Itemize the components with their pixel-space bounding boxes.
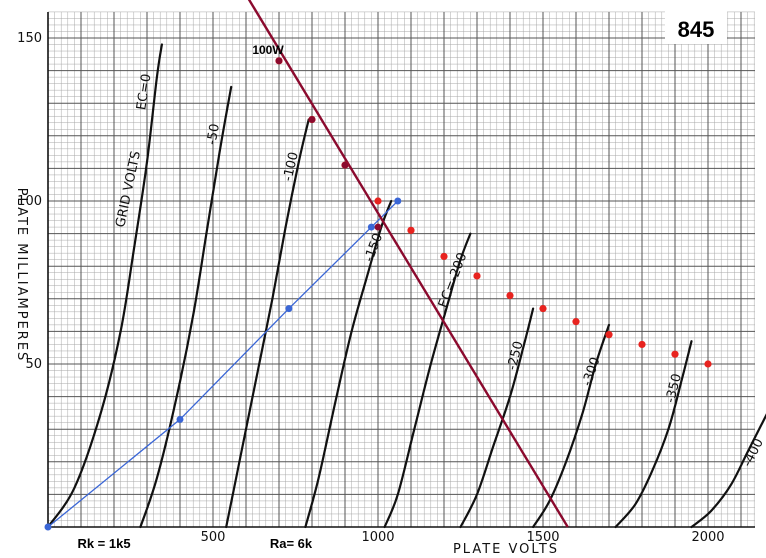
dissipation-point xyxy=(638,340,646,349)
grid-minor xyxy=(48,11,755,527)
load-line-point xyxy=(374,223,382,231)
curve-label: -350 xyxy=(663,372,685,404)
bias-line-label: Rk = 1k5 xyxy=(77,536,130,551)
bias-line-point xyxy=(44,523,52,531)
axes xyxy=(47,12,755,528)
dissipation-point xyxy=(473,272,481,280)
x-tick-label: 500 xyxy=(201,530,226,545)
curve-ec-200 xyxy=(383,232,472,529)
dissipation-point xyxy=(539,304,547,313)
curve-250 xyxy=(459,307,535,529)
load-line-label: Ra= 6k xyxy=(270,536,313,551)
dissipation-point xyxy=(407,226,415,234)
curve-100 xyxy=(225,118,310,529)
load-line-point xyxy=(275,57,283,65)
curve-50 xyxy=(139,85,233,529)
tick-labels: 500 1000 1500 2000 50 100 150 xyxy=(17,31,724,545)
curve-400 xyxy=(690,413,766,529)
y-axis-title: PLATE MILLIAMPERES xyxy=(14,188,29,363)
load-line-point xyxy=(308,116,316,123)
dissipation-label: 100W xyxy=(252,43,284,57)
bias-line-point xyxy=(176,415,184,423)
bias-line-point xyxy=(367,223,375,231)
x-tick-label: 2000 xyxy=(691,530,724,545)
curve-label: -100 xyxy=(281,151,302,183)
overlay-lines xyxy=(44,0,712,531)
curve-350 xyxy=(614,340,693,529)
dissipation-point xyxy=(572,318,580,326)
dissipation-point xyxy=(440,252,448,261)
x-axis-title: PLATE VOLTS xyxy=(453,542,559,557)
dissipation-point xyxy=(374,197,382,205)
bias-line-point xyxy=(394,197,402,205)
dissipation-point xyxy=(506,291,514,300)
x-tick-label: 1000 xyxy=(361,530,394,545)
bias-line-point xyxy=(285,305,293,313)
y-tick-label: 100 xyxy=(17,194,42,209)
y-tick-label: 150 xyxy=(17,31,42,46)
tube-label-box xyxy=(665,10,727,44)
curve-label: -50 xyxy=(205,123,223,147)
x-tick-label: 1500 xyxy=(526,530,559,545)
curve-label: -250 xyxy=(505,340,527,372)
y-tick-label: 50 xyxy=(25,357,42,372)
load-line xyxy=(247,0,569,528)
curve-label: EC=0 xyxy=(134,73,154,111)
dissipation-point xyxy=(605,331,613,339)
dissipation-point xyxy=(704,360,712,368)
curve-ec-0 xyxy=(46,43,163,529)
load-line-point xyxy=(341,161,349,169)
curve-300 xyxy=(532,323,611,529)
dissipation-point xyxy=(671,350,679,358)
tube-label: 845 xyxy=(678,17,715,42)
